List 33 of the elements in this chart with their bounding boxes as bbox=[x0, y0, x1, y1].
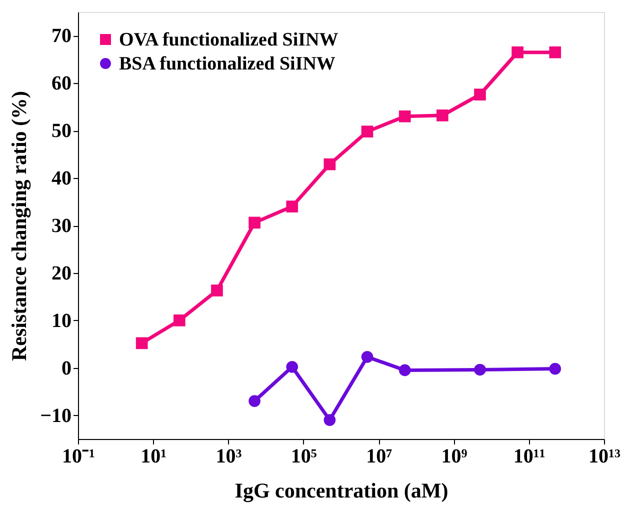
point bbox=[136, 337, 148, 350]
y-tick-label: 20 bbox=[52, 262, 72, 284]
y-tick-label: 40 bbox=[52, 168, 72, 190]
x-tick-label: 10⁻¹ bbox=[62, 446, 95, 468]
legend-label: OVA functionalized SiINW bbox=[119, 30, 338, 50]
y-tick-label: 50 bbox=[52, 120, 72, 142]
x-tick-label: 10¹¹ bbox=[513, 446, 546, 468]
x-axis-title: IgG concentration (aM) bbox=[234, 478, 448, 502]
legend-label: BSA functionalized SiINW bbox=[119, 54, 336, 74]
x-tick-label: 10⁹ bbox=[441, 446, 468, 468]
point bbox=[286, 200, 298, 212]
point bbox=[211, 284, 223, 296]
point bbox=[512, 46, 524, 58]
point bbox=[361, 126, 374, 138]
point bbox=[173, 314, 186, 326]
point bbox=[436, 110, 448, 122]
x-tick-label: 10¹ bbox=[140, 446, 167, 468]
x-tick-label: 10³ bbox=[216, 446, 242, 468]
y-tick-label: 10 bbox=[52, 310, 72, 332]
y-tick-label: −10 bbox=[40, 404, 72, 427]
y-tick-label: 0 bbox=[62, 357, 72, 380]
point bbox=[398, 110, 411, 122]
y-tick-label: 70 bbox=[52, 25, 72, 48]
x-tick-label: 10⁵ bbox=[290, 446, 317, 468]
point bbox=[324, 158, 336, 170]
x-tick-label: 10¹³ bbox=[588, 446, 620, 468]
y-tick-label: 60 bbox=[52, 72, 72, 95]
x-tick-label: 10⁷ bbox=[366, 446, 392, 468]
point bbox=[549, 46, 562, 58]
y-tick-label: 30 bbox=[52, 215, 72, 237]
y-axis-title: Resistance changing ratio (%) bbox=[7, 90, 32, 362]
point bbox=[248, 216, 260, 229]
point bbox=[474, 88, 486, 100]
